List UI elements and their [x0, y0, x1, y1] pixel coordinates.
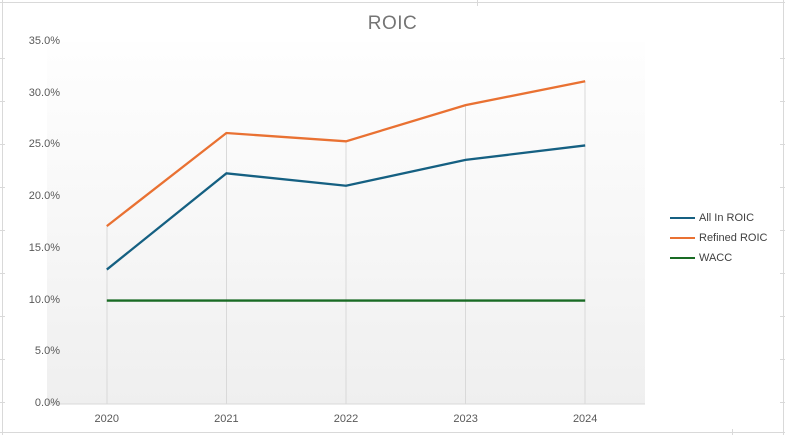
spreadsheet-column-tick-bottom: [732, 429, 733, 435]
legend-item-refined-roic[interactable]: Refined ROIC: [670, 228, 767, 248]
y-tick-label: 15.0%: [28, 241, 60, 254]
legend-item-all-in-roic[interactable]: All In ROIC: [670, 208, 767, 228]
legend[interactable]: All In ROIC Refined ROIC WACC: [670, 208, 767, 268]
x-tick-label: 2023: [453, 413, 478, 425]
chart-title[interactable]: ROIC: [367, 13, 418, 34]
legend-item-wacc[interactable]: WACC: [670, 248, 767, 268]
x-tick-label: 2020: [94, 413, 120, 425]
spreadsheet-gridline-right: [783, 0, 784, 435]
legend-line-swatch: [670, 236, 695, 240]
y-tick-label: 35.0%: [28, 35, 60, 47]
legend-label: All In ROIC: [699, 212, 755, 224]
spreadsheet-row-tick: [780, 101, 785, 102]
spreadsheet-row-tick: [780, 58, 785, 59]
series-line-refined-roic[interactable]: [106, 80, 586, 228]
legend-line-swatch: [670, 216, 695, 220]
spreadsheet-row-tick: [780, 359, 785, 360]
spreadsheet-row-tick: [0, 187, 5, 188]
spreadsheet-row-tick: [780, 402, 785, 403]
y-tick-label: 0.0%: [34, 397, 60, 409]
spreadsheet-row-tick: [780, 230, 785, 231]
spreadsheet-gridline-bottom: [0, 432, 785, 433]
y-tick-label: 10.0%: [28, 293, 60, 306]
spreadsheet-row-tick: [0, 402, 5, 403]
spreadsheet-row-tick: [780, 187, 785, 188]
x-tick-label: 2022: [333, 413, 359, 425]
spreadsheet-row-tick: [0, 144, 5, 145]
x-tick-label: 2024: [572, 413, 598, 425]
spreadsheet-row-tick: [780, 144, 785, 145]
spreadsheet-row-tick: [0, 273, 5, 274]
spreadsheet-row-tick: [0, 359, 5, 360]
legend-label: Refined ROIC: [699, 232, 768, 244]
legend-label: WACC: [699, 252, 733, 264]
spreadsheet-gridline-top: [0, 2, 785, 3]
spreadsheet-row-tick: [0, 58, 5, 59]
y-tick-label: 30.0%: [28, 86, 60, 99]
legend-line-swatch: [670, 256, 695, 260]
y-tick-label: 20.0%: [28, 190, 60, 203]
spreadsheet-row-tick: [780, 273, 785, 274]
spreadsheet-gridline-left: [2, 0, 3, 435]
spreadsheet-row-tick: [780, 316, 785, 317]
spreadsheet-row-tick: [0, 101, 5, 102]
series-line-all-in-roic[interactable]: [106, 144, 586, 271]
spreadsheet-row-tick: [0, 316, 5, 317]
spreadsheet-column-tick-top: [477, 0, 478, 6]
y-tick-label: 25.0%: [28, 138, 60, 151]
y-tick-label: 5.0%: [34, 345, 60, 358]
x-tick-label: 2021: [214, 413, 239, 425]
spreadsheet-row-tick: [0, 230, 5, 231]
